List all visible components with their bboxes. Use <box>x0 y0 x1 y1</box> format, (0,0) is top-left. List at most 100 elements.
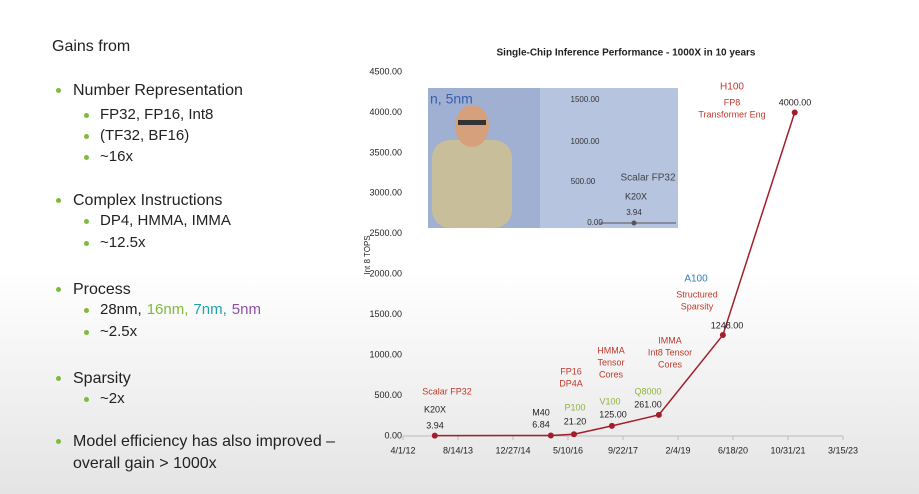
sub-bullet-text: 16nm, <box>146 301 189 318</box>
value-label: 4000.00 <box>779 97 812 107</box>
person-glasses <box>458 120 486 125</box>
annotation: IMMA <box>658 335 682 345</box>
heading: Gains from <box>52 38 131 55</box>
bullet-text: Number Representation <box>73 82 243 99</box>
annotation: V100 <box>599 396 620 406</box>
sub-bullet: ~16x <box>100 148 133 165</box>
annotation: M40 <box>532 407 550 417</box>
annotation: P100 <box>564 402 585 412</box>
point <box>547 432 554 439</box>
y-tick-label: 1000.00 <box>369 349 402 359</box>
value-label: 125.00 <box>599 409 627 419</box>
sub-bullet: 28nm, 16nm, 7nm, 5nm <box>100 301 261 318</box>
video-point <box>631 220 637 226</box>
bullet-text: Process <box>73 281 131 298</box>
video-text: 0.00 <box>587 218 603 227</box>
sub-bullet: ~12.5x <box>100 234 145 251</box>
sub-bullet: (TF32, BF16) <box>100 127 189 144</box>
video-screen <box>540 88 678 228</box>
sub-bullet-dot <box>84 155 89 160</box>
bullet-dot <box>56 88 61 93</box>
point <box>608 422 615 429</box>
y-tick-label: 1500.00 <box>369 309 402 319</box>
x-tick-label: 5/10/16 <box>553 445 583 455</box>
sub-bullet-dot <box>84 134 89 139</box>
person-head <box>455 105 489 147</box>
bullet-text: Model efficiency has also improved – ove… <box>73 433 336 472</box>
annotation: DP4A <box>559 378 583 388</box>
person-shirt <box>432 140 512 228</box>
sub-bullet: ~2x <box>100 390 125 407</box>
annotation: A100 <box>684 274 708 285</box>
x-tick-label: 8/14/13 <box>443 445 473 455</box>
y-tick-label: 0.00 <box>384 430 402 440</box>
sub-bullet-dot <box>84 397 89 402</box>
sub-bullet-text: (TF32, BF16) <box>100 127 190 144</box>
x-tick-label: 12/27/14 <box>495 445 530 455</box>
sub-bullet-text: 5nm <box>231 301 261 318</box>
sub-bullet-dot <box>84 308 89 313</box>
video-text: 1000.00 <box>571 137 600 146</box>
sub-bullet-dot <box>84 330 89 335</box>
annotation: Scalar FP32 <box>422 386 472 396</box>
video-text: 500.00 <box>571 177 596 186</box>
annotation: Transformer Eng <box>698 109 765 119</box>
x-tick-label: 9/22/17 <box>608 445 638 455</box>
video-text: 3.94 <box>626 208 642 217</box>
sub-bullet-text: ~2.5x <box>100 323 138 340</box>
annotation: Cores <box>599 369 624 379</box>
video-inset <box>428 88 678 228</box>
x-tick-label: 2/4/19 <box>665 445 690 455</box>
sub-bullet: DP4, HMMA, IMMA <box>100 212 231 229</box>
annotation: FP16 <box>560 366 582 376</box>
value-label: 261.00 <box>634 399 662 409</box>
value-label: 1248.00 <box>711 320 744 330</box>
point <box>791 109 798 116</box>
value-label: 21.20 <box>564 416 587 426</box>
y-axis-label: Int 8 TOPS <box>363 235 372 274</box>
bullet-text: Sparsity <box>73 370 131 387</box>
bullet-dot <box>56 439 61 444</box>
sub-bullet: FP32, FP16, Int8 <box>100 106 213 123</box>
bullet-text: Complex Instructions <box>73 192 223 209</box>
sub-bullet-text: 7nm, <box>193 301 227 318</box>
video-text: n, 5nm <box>430 91 473 107</box>
annotation: FP8 <box>724 97 741 107</box>
sub-bullet-text: ~12.5x <box>100 234 146 251</box>
bullet-dot <box>56 376 61 381</box>
bullet-dot <box>56 198 61 203</box>
point <box>655 411 662 418</box>
video-text: K20X <box>625 191 647 201</box>
y-tick-label: 500.00 <box>374 390 402 400</box>
point <box>570 431 577 438</box>
annotation: HMMA <box>597 345 625 355</box>
sub-bullet-dot <box>84 219 89 224</box>
point <box>719 332 726 339</box>
sub-bullet-dot <box>84 113 89 118</box>
y-tick-label: 3000.00 <box>369 188 402 198</box>
sub-bullet-text: ~2x <box>100 390 125 407</box>
y-tick-label: 2000.00 <box>369 269 402 279</box>
annotation: Tensor <box>597 357 624 367</box>
sub-bullet-text: DP4, HMMA, IMMA <box>100 212 231 229</box>
annotation: Q8000 <box>634 386 661 396</box>
y-tick-label: 2500.00 <box>369 228 402 238</box>
point <box>431 432 438 439</box>
x-tick-label: 10/31/21 <box>770 445 805 455</box>
x-tick-label: 4/1/12 <box>390 445 415 455</box>
y-tick-label: 4500.00 <box>369 66 402 76</box>
x-tick-label: 6/18/20 <box>718 445 748 455</box>
sub-bullet-text: FP32, FP16, Int8 <box>100 106 214 123</box>
y-tick-label: 3500.00 <box>369 147 402 157</box>
value-label: 3.94 <box>426 420 444 430</box>
value-label: 6.84 <box>532 419 550 429</box>
bullet-dot <box>56 287 61 292</box>
chart-title: Single-Chip Inference Performance - 1000… <box>497 48 756 59</box>
annotation: Int8 Tensor <box>648 347 692 357</box>
annotation: Cores <box>658 359 683 369</box>
video-text: Scalar FP32 <box>620 173 675 184</box>
x-tick-label: 3/15/23 <box>828 445 858 455</box>
sub-bullet: ~2.5x <box>100 323 137 340</box>
